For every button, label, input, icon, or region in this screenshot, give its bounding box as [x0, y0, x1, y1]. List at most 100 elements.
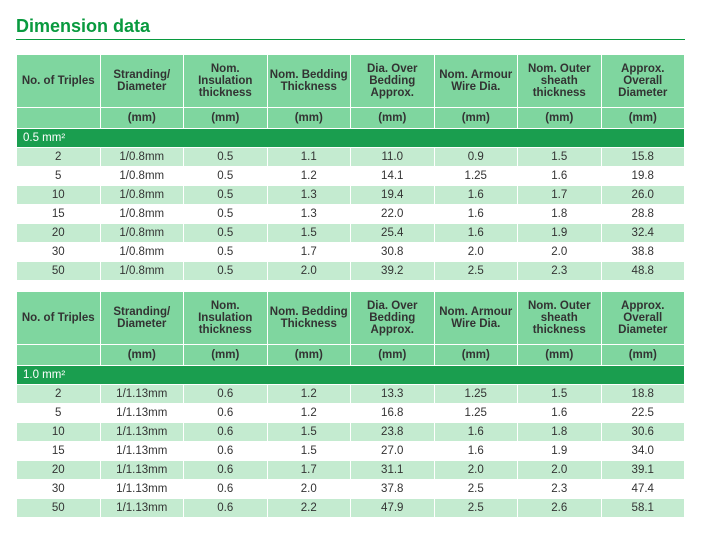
column-header: Nom. Outer sheath thickness	[518, 55, 602, 108]
table-cell: 1.5	[518, 385, 602, 404]
table-cell: 1/1.13mm	[100, 423, 184, 442]
column-header: Nom. Bedding Thickness	[267, 292, 351, 345]
table-cell: 23.8	[351, 423, 435, 442]
table-cell: 1/0.8mm	[100, 148, 184, 167]
column-unit: (mm)	[184, 345, 268, 366]
column-header: Nom. Outer sheath thickness	[518, 292, 602, 345]
table-cell: 47.9	[351, 499, 435, 518]
table-cell: 50	[17, 499, 101, 518]
table-cell: 0.5	[184, 186, 268, 205]
table-cell: 2.5	[434, 262, 518, 281]
table-cell: 1.6	[434, 423, 518, 442]
table-row: 101/0.8mm0.51.319.41.61.726.0	[17, 186, 685, 205]
table-cell: 22.5	[601, 404, 685, 423]
table-cell: 1.6	[434, 205, 518, 224]
table-row: 21/1.13mm0.61.213.31.251.518.8	[17, 385, 685, 404]
page-title: Dimension data	[16, 16, 685, 40]
column-unit: (mm)	[184, 108, 268, 129]
table-cell: 18.8	[601, 385, 685, 404]
table-row: 301/1.13mm0.62.037.82.52.347.4	[17, 480, 685, 499]
column-header: Approx. Overall Diameter	[601, 55, 685, 108]
table-cell: 0.6	[184, 404, 268, 423]
column-unit: (mm)	[267, 345, 351, 366]
table-cell: 1.25	[434, 385, 518, 404]
table-cell: 25.4	[351, 224, 435, 243]
table-cell: 2	[17, 385, 101, 404]
table-cell: 0.6	[184, 480, 268, 499]
table-cell: 1/1.13mm	[100, 499, 184, 518]
table-cell: 26.0	[601, 186, 685, 205]
column-header: Approx. Overall Diameter	[601, 292, 685, 345]
table-cell: 11.0	[351, 148, 435, 167]
table-cell: 2.3	[518, 480, 602, 499]
table-cell: 48.8	[601, 262, 685, 281]
dimension-tables: No. of TriplesStranding/ DiameterNom. In…	[16, 54, 685, 518]
table-cell: 1.8	[518, 205, 602, 224]
column-unit: (mm)	[434, 345, 518, 366]
table-cell: 15.8	[601, 148, 685, 167]
table-cell: 14.1	[351, 167, 435, 186]
section-label: 0.5 mm²	[17, 129, 685, 148]
column-unit	[17, 345, 101, 366]
table-cell: 1.7	[267, 461, 351, 480]
table-cell: 0.6	[184, 442, 268, 461]
column-unit: (mm)	[351, 345, 435, 366]
table-cell: 2.0	[267, 262, 351, 281]
table-cell: 1.2	[267, 167, 351, 186]
column-header: Nom. Armour Wire Dia.	[434, 292, 518, 345]
table-cell: 2.0	[434, 243, 518, 262]
table-cell: 38.8	[601, 243, 685, 262]
table-cell: 1.2	[267, 385, 351, 404]
table-cell: 2.0	[518, 243, 602, 262]
table-cell: 30	[17, 480, 101, 499]
table-cell: 1.8	[518, 423, 602, 442]
table-cell: 13.3	[351, 385, 435, 404]
table-cell: 19.4	[351, 186, 435, 205]
column-unit: (mm)	[267, 108, 351, 129]
table-cell: 0.6	[184, 461, 268, 480]
table-cell: 1/0.8mm	[100, 167, 184, 186]
table-cell: 47.4	[601, 480, 685, 499]
column-unit: (mm)	[434, 108, 518, 129]
table-cell: 1.5	[267, 224, 351, 243]
column-unit: (mm)	[100, 108, 184, 129]
table-row: 501/0.8mm0.52.039.22.52.348.8	[17, 262, 685, 281]
table-cell: 58.1	[601, 499, 685, 518]
table-cell: 34.0	[601, 442, 685, 461]
table-cell: 39.2	[351, 262, 435, 281]
table-row: 151/1.13mm0.61.527.01.61.934.0	[17, 442, 685, 461]
table-cell: 0.5	[184, 205, 268, 224]
table-cell: 0.6	[184, 423, 268, 442]
table-cell: 0.5	[184, 167, 268, 186]
table-row: 51/0.8mm0.51.214.11.251.619.8	[17, 167, 685, 186]
table-cell: 2.6	[518, 499, 602, 518]
table-row: 51/1.13mm0.61.216.81.251.622.5	[17, 404, 685, 423]
table-cell: 20	[17, 461, 101, 480]
table-cell: 20	[17, 224, 101, 243]
table-cell: 1.6	[434, 442, 518, 461]
table-cell: 2.0	[434, 461, 518, 480]
column-header: Nom. Insulation thickness	[184, 55, 268, 108]
table-cell: 5	[17, 404, 101, 423]
column-unit	[17, 108, 101, 129]
table-cell: 1/0.8mm	[100, 205, 184, 224]
column-unit: (mm)	[351, 108, 435, 129]
table-cell: 1/1.13mm	[100, 404, 184, 423]
table-cell: 0.6	[184, 499, 268, 518]
table-cell: 2.5	[434, 480, 518, 499]
table-row: 501/1.13mm0.62.247.92.52.658.1	[17, 499, 685, 518]
table-cell: 1.25	[434, 167, 518, 186]
table-cell: 37.8	[351, 480, 435, 499]
table-cell: 15	[17, 205, 101, 224]
table-cell: 1/0.8mm	[100, 262, 184, 281]
table-cell: 1.7	[267, 243, 351, 262]
table-cell: 1/0.8mm	[100, 224, 184, 243]
table-cell: 1.9	[518, 442, 602, 461]
table-cell: 1.6	[518, 167, 602, 186]
table-cell: 19.8	[601, 167, 685, 186]
column-header: No. of Triples	[17, 292, 101, 345]
column-header: Nom. Armour Wire Dia.	[434, 55, 518, 108]
column-header: Nom. Bedding Thickness	[267, 55, 351, 108]
table-cell: 1.2	[267, 404, 351, 423]
table-cell: 1/1.13mm	[100, 385, 184, 404]
